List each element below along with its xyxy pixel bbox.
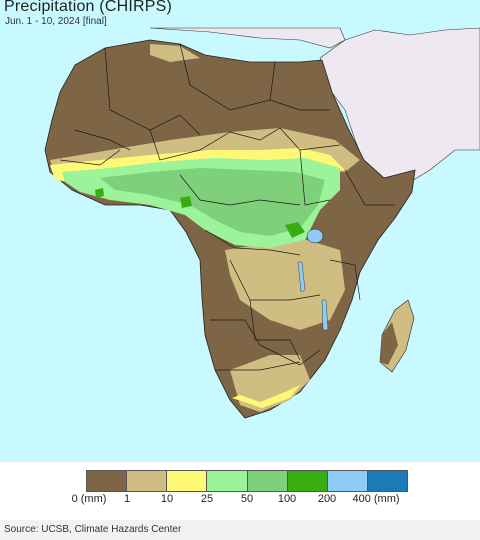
legend-label-0: 0 (mm) — [71, 493, 107, 505]
lake-tanganyika — [297, 261, 306, 293]
africa-precipitation-map — [44, 27, 480, 419]
madagascar-dry — [380, 322, 398, 365]
north-coast-light — [150, 44, 200, 62]
legend-label-2: 10 — [160, 493, 174, 505]
legend-swatch-6 — [327, 471, 368, 491]
footer: Source: UCSB, Climate Hazards Center — [0, 520, 480, 540]
yellow-south-coast — [232, 385, 300, 408]
legend-label-3: 25 — [200, 493, 214, 505]
legend-swatch-2 — [167, 471, 208, 491]
legend-label-1: 1 — [123, 493, 131, 505]
map-title: Precipitation (CHIRPS) — [4, 0, 173, 15]
legend-swatch-1 — [127, 471, 168, 491]
europe-coast — [149, 27, 346, 49]
legend-swatch-0 — [87, 471, 128, 491]
map-subtitle: Jun. 1 - 10, 2024 [final] — [5, 16, 107, 27]
lake-victoria — [306, 228, 324, 244]
map-area: Precipitation (CHIRPS) Jun. 1 - 10, 2024… — [0, 0, 480, 462]
legend: 0 (mm) 1 10 25 50 100 200 400 (mm) — [0, 462, 480, 520]
rain-dark-green-2 — [180, 196, 192, 208]
country-borders — [59, 43, 395, 371]
legend-bar — [86, 470, 408, 492]
source-credit: Source: UCSB, Climate Hazards Center — [4, 524, 182, 535]
rain-dark-green-1 — [285, 222, 305, 238]
legend-swatch-7 — [367, 471, 407, 491]
arabian-peninsula — [319, 27, 480, 186]
legend-label-6: 200 — [317, 493, 337, 505]
legend-label-4: 50 — [240, 493, 254, 505]
legend-swatch-3 — [207, 471, 248, 491]
rain-dark-green-3 — [95, 188, 104, 198]
southern-light-band — [225, 238, 345, 330]
legend-swatch-5 — [287, 471, 328, 491]
legend-label-5: 100 — [277, 493, 297, 505]
legend-swatch-4 — [247, 471, 288, 491]
lake-malawi — [321, 299, 329, 331]
legend-label-7: 400 (mm) — [352, 493, 400, 505]
